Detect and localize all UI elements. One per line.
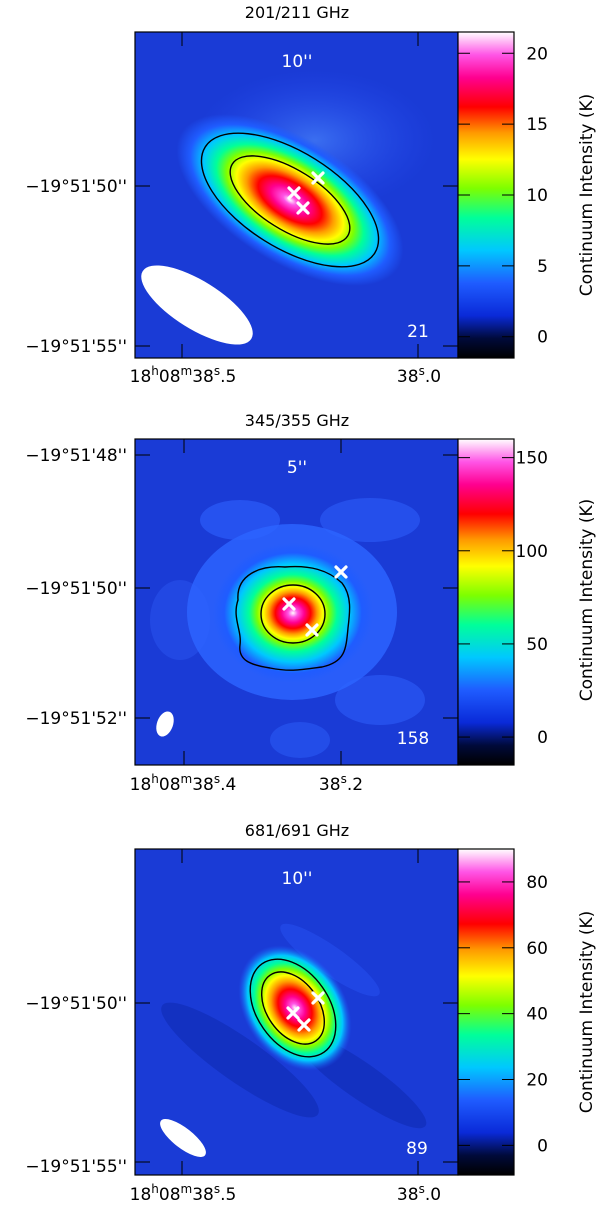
scale-label: 10'' — [282, 869, 313, 889]
colorbar-tick-label: 15 — [526, 115, 548, 135]
scale-label: 5'' — [287, 458, 307, 478]
x-tick-label: 38s.2 — [319, 772, 363, 795]
colorbar-tick-label: 0 — [537, 1136, 548, 1156]
colorbar-label: Continuum Intensity (K) — [577, 94, 597, 297]
x-tick-label: 18h08m38s.5 — [130, 1182, 237, 1205]
colorbar-tick-label: 10 — [526, 186, 548, 206]
beam-ellipse — [141, 265, 253, 345]
colorbar-tick-label: 100 — [516, 542, 548, 562]
peak-label: 21 — [407, 322, 429, 342]
colorbar-label: Continuum Intensity (K) — [577, 911, 597, 1114]
colorbar-tick-label: 50 — [526, 635, 548, 655]
colorbar-tick-label: 0 — [537, 328, 548, 348]
x-tick-label: 18h08m38s.4 — [130, 772, 237, 795]
peak-label: 89 — [406, 1139, 428, 1159]
contours — [200, 132, 380, 268]
y-tick-label: −19°51'50'' — [25, 177, 127, 197]
colorbar-tick-label: 40 — [526, 1005, 548, 1025]
colorbar: 0 20 40 60 80 — [457, 848, 548, 1176]
colorbar-tick-label: 0 — [537, 728, 548, 748]
scale-label: 10'' — [282, 52, 313, 72]
x-tick-label: 38s.0 — [397, 364, 441, 387]
y-tick-label: −19°51'50'' — [25, 579, 127, 599]
x-tick-label: 18h08m38s.5 — [130, 364, 237, 387]
intensity-map — [135, 32, 458, 358]
x-tick-label: 38s.0 — [397, 1182, 441, 1205]
colorbar-tick-label: 20 — [526, 1071, 548, 1091]
y-tick-label: −19°51'52'' — [25, 709, 127, 729]
intensity-map — [135, 439, 458, 765]
beam-ellipse — [160, 1119, 206, 1157]
colorbar: 0 50 100 150 — [457, 438, 548, 766]
panel-3: 681/691 GHz — [25, 821, 597, 1205]
peak-label: 158 — [397, 729, 429, 749]
frame-ticks — [135, 32, 458, 358]
y-tick-label: −19°51'55'' — [25, 1157, 127, 1177]
panel-2: 345/355 GHz 5'' 158 — [25, 411, 597, 795]
frame-ticks — [135, 439, 458, 765]
panel-title: 201/211 GHz — [245, 3, 349, 22]
y-tick-label: −19°51'55'' — [25, 337, 127, 357]
colorbar-tick-label: 20 — [526, 44, 548, 64]
colorbar-tick-label: 60 — [526, 939, 548, 959]
intensity-map — [135, 849, 458, 1175]
panel-title: 681/691 GHz — [245, 821, 349, 840]
panel-1: 201/211 GHz 10'' 21 — [25, 3, 597, 387]
colorbar: 0 5 10 15 20 — [457, 31, 548, 359]
panel-title: 345/355 GHz — [245, 411, 349, 430]
contours — [235, 565, 351, 671]
colorbar-tick-label: 150 — [516, 449, 548, 469]
colorbar-tick-label: 80 — [526, 873, 548, 893]
beam-ellipse — [156, 711, 174, 737]
y-tick-label: −19°51'50'' — [25, 994, 127, 1014]
colorbar-tick-label: 5 — [537, 257, 548, 277]
frame-ticks — [135, 849, 458, 1175]
colorbar-label: Continuum Intensity (K) — [577, 499, 597, 702]
y-tick-label: −19°51'48'' — [25, 446, 127, 466]
